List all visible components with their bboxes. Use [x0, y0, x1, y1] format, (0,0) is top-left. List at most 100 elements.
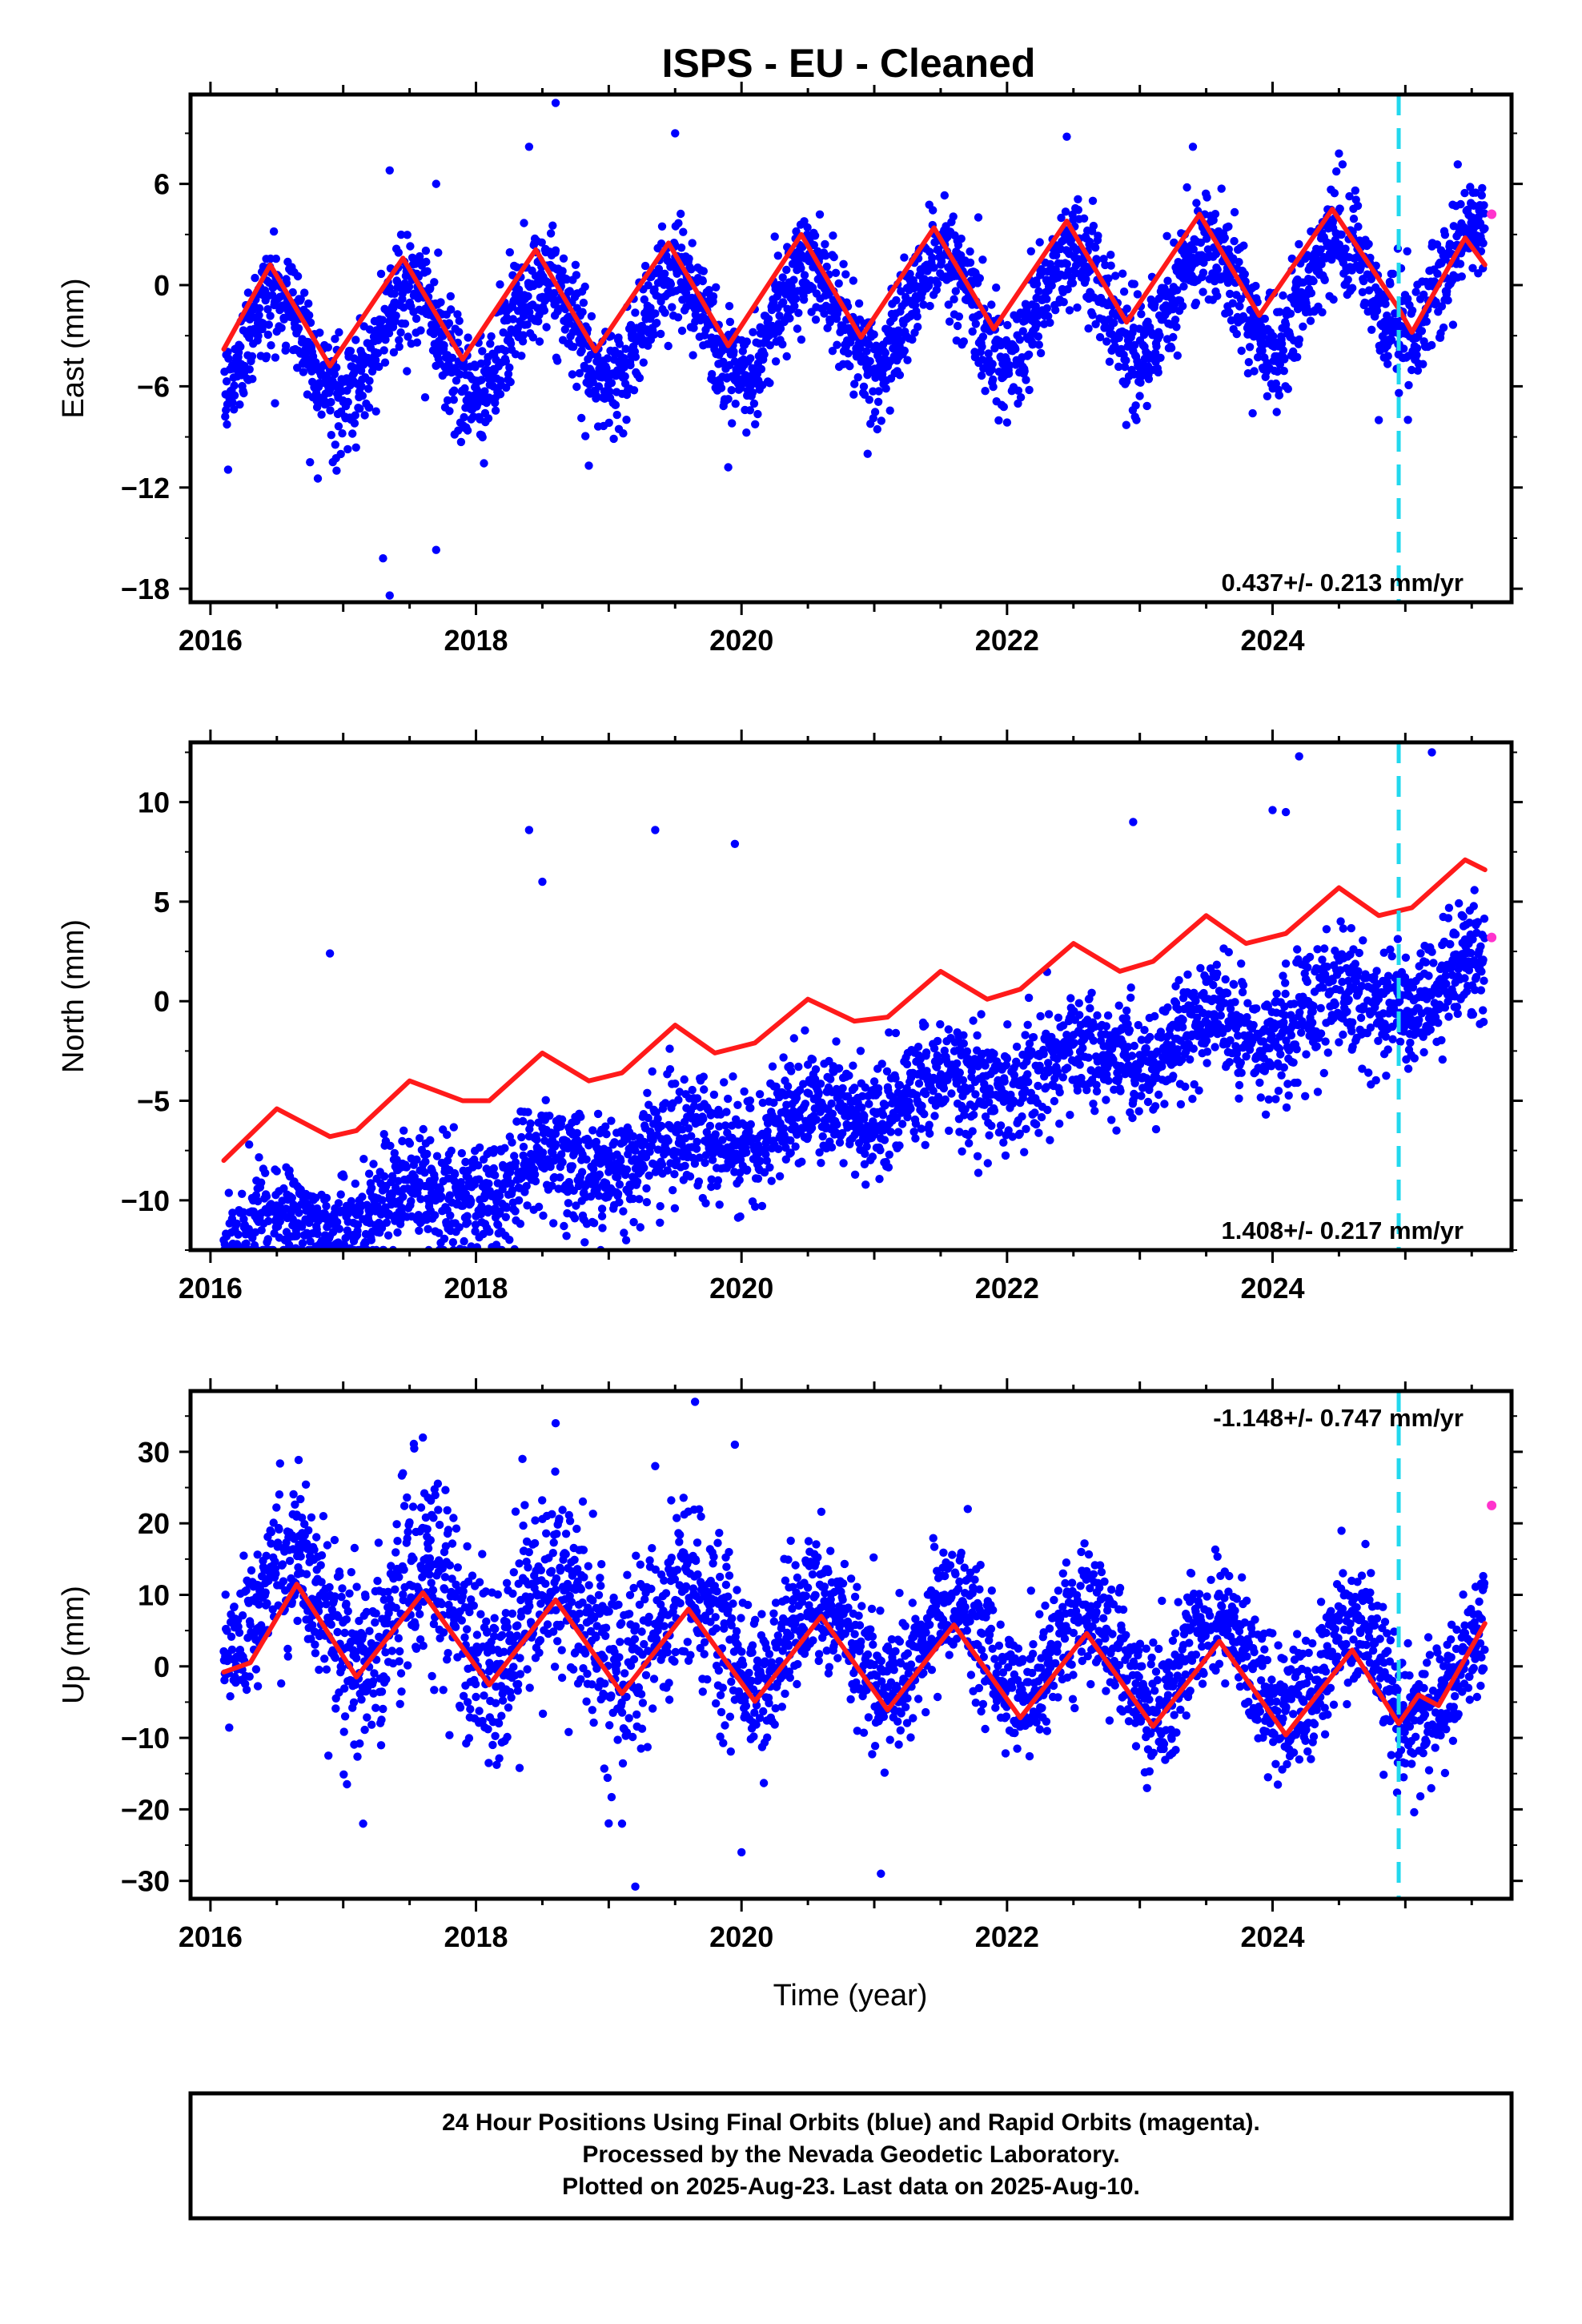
data-point [504, 369, 513, 379]
data-point [445, 407, 454, 416]
data-point [674, 219, 683, 227]
data-point [572, 1201, 580, 1210]
data-point [544, 1155, 552, 1164]
data-point [516, 1220, 525, 1228]
data-point [869, 1077, 879, 1086]
data-point [699, 267, 708, 275]
data-point [620, 372, 629, 381]
data-point [581, 432, 590, 440]
data-point [257, 1178, 266, 1187]
data-point [820, 309, 829, 318]
data-point [412, 314, 421, 324]
data-point [757, 1201, 767, 1211]
data-point [580, 282, 589, 292]
data-point [945, 317, 954, 326]
data-point [444, 319, 454, 328]
data-point [1422, 317, 1431, 326]
data-point [420, 393, 430, 402]
outlier-point [551, 99, 560, 107]
data-point [729, 1072, 737, 1081]
data-point [607, 379, 616, 388]
data-point [572, 271, 581, 279]
data-point [228, 1208, 237, 1217]
data-point [958, 1147, 966, 1156]
data-point [1381, 300, 1390, 308]
data-point [1005, 361, 1014, 370]
data-point [821, 239, 829, 249]
data-point [571, 260, 580, 269]
data-point [364, 403, 374, 412]
data-point [1309, 276, 1318, 286]
data-point [944, 1025, 954, 1034]
data-point [789, 1034, 798, 1043]
data-point [699, 1072, 708, 1081]
data-point [1258, 346, 1267, 356]
data-point [715, 1200, 724, 1209]
data-point [1012, 315, 1022, 324]
data-point [1213, 292, 1222, 300]
data-point [1250, 367, 1259, 376]
data-point [456, 437, 466, 447]
data-point [933, 1036, 942, 1046]
data-point [305, 311, 314, 320]
data-point [745, 406, 755, 415]
data-point [955, 1068, 965, 1077]
data-point [880, 1136, 889, 1144]
data-point [654, 264, 664, 273]
data-point [603, 354, 612, 363]
data-point [506, 1168, 515, 1176]
x-tick-label: 2022 [975, 624, 1039, 657]
data-point [322, 1193, 331, 1203]
data-point [631, 352, 640, 361]
data-point [335, 1224, 343, 1233]
data-point [1024, 350, 1034, 359]
data-point [269, 227, 279, 236]
data-point [480, 459, 488, 468]
data-point [862, 347, 871, 356]
data-point [839, 259, 848, 268]
data-point [1351, 186, 1360, 195]
data-point [947, 1089, 956, 1098]
data-point [288, 287, 297, 297]
data-point [432, 1152, 442, 1160]
data-point [1061, 207, 1070, 216]
data-point [398, 1136, 407, 1146]
data-point [1004, 369, 1014, 378]
outlier-point [385, 591, 394, 600]
data-point [1173, 351, 1182, 360]
data-point [861, 1083, 870, 1092]
data-point [251, 273, 259, 283]
data-point [1316, 245, 1325, 254]
data-point [1437, 302, 1447, 311]
data-point [787, 1067, 796, 1076]
data-point [692, 1144, 701, 1153]
data-point [636, 1223, 644, 1232]
data-point [360, 411, 369, 420]
data-point [331, 440, 339, 449]
data-point [833, 340, 841, 349]
data-point [1383, 352, 1392, 360]
data-point [718, 1136, 727, 1144]
data-point [455, 328, 464, 336]
data-point [865, 340, 873, 349]
data-point [1279, 346, 1288, 355]
data-point [463, 1212, 472, 1220]
data-point [326, 406, 335, 415]
data-point [778, 273, 787, 282]
data-point [514, 1196, 524, 1205]
data-point [619, 429, 628, 438]
data-point [1025, 385, 1034, 395]
data-point [420, 1168, 429, 1177]
data-point [875, 1175, 884, 1184]
data-point [484, 393, 494, 402]
data-point [810, 1075, 820, 1084]
data-point [717, 384, 726, 392]
data-point [1279, 367, 1289, 376]
data-point [294, 324, 303, 333]
data-point [689, 351, 697, 360]
data-point [856, 344, 865, 352]
data-point [317, 410, 326, 419]
data-point [613, 1172, 622, 1182]
data-point [614, 333, 623, 342]
data-point [1105, 357, 1114, 366]
